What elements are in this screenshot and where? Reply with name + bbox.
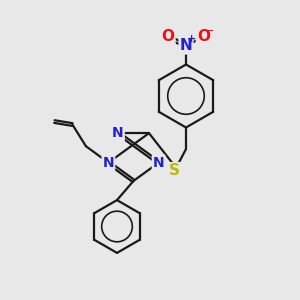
Text: N: N: [103, 156, 114, 170]
Text: N: N: [112, 126, 124, 140]
Text: N: N: [180, 38, 192, 53]
Text: N: N: [153, 156, 164, 170]
Text: O: O: [197, 29, 210, 44]
Text: +: +: [188, 34, 196, 44]
Text: S: S: [169, 163, 180, 178]
Text: O: O: [161, 29, 175, 44]
Text: −: −: [205, 26, 214, 36]
